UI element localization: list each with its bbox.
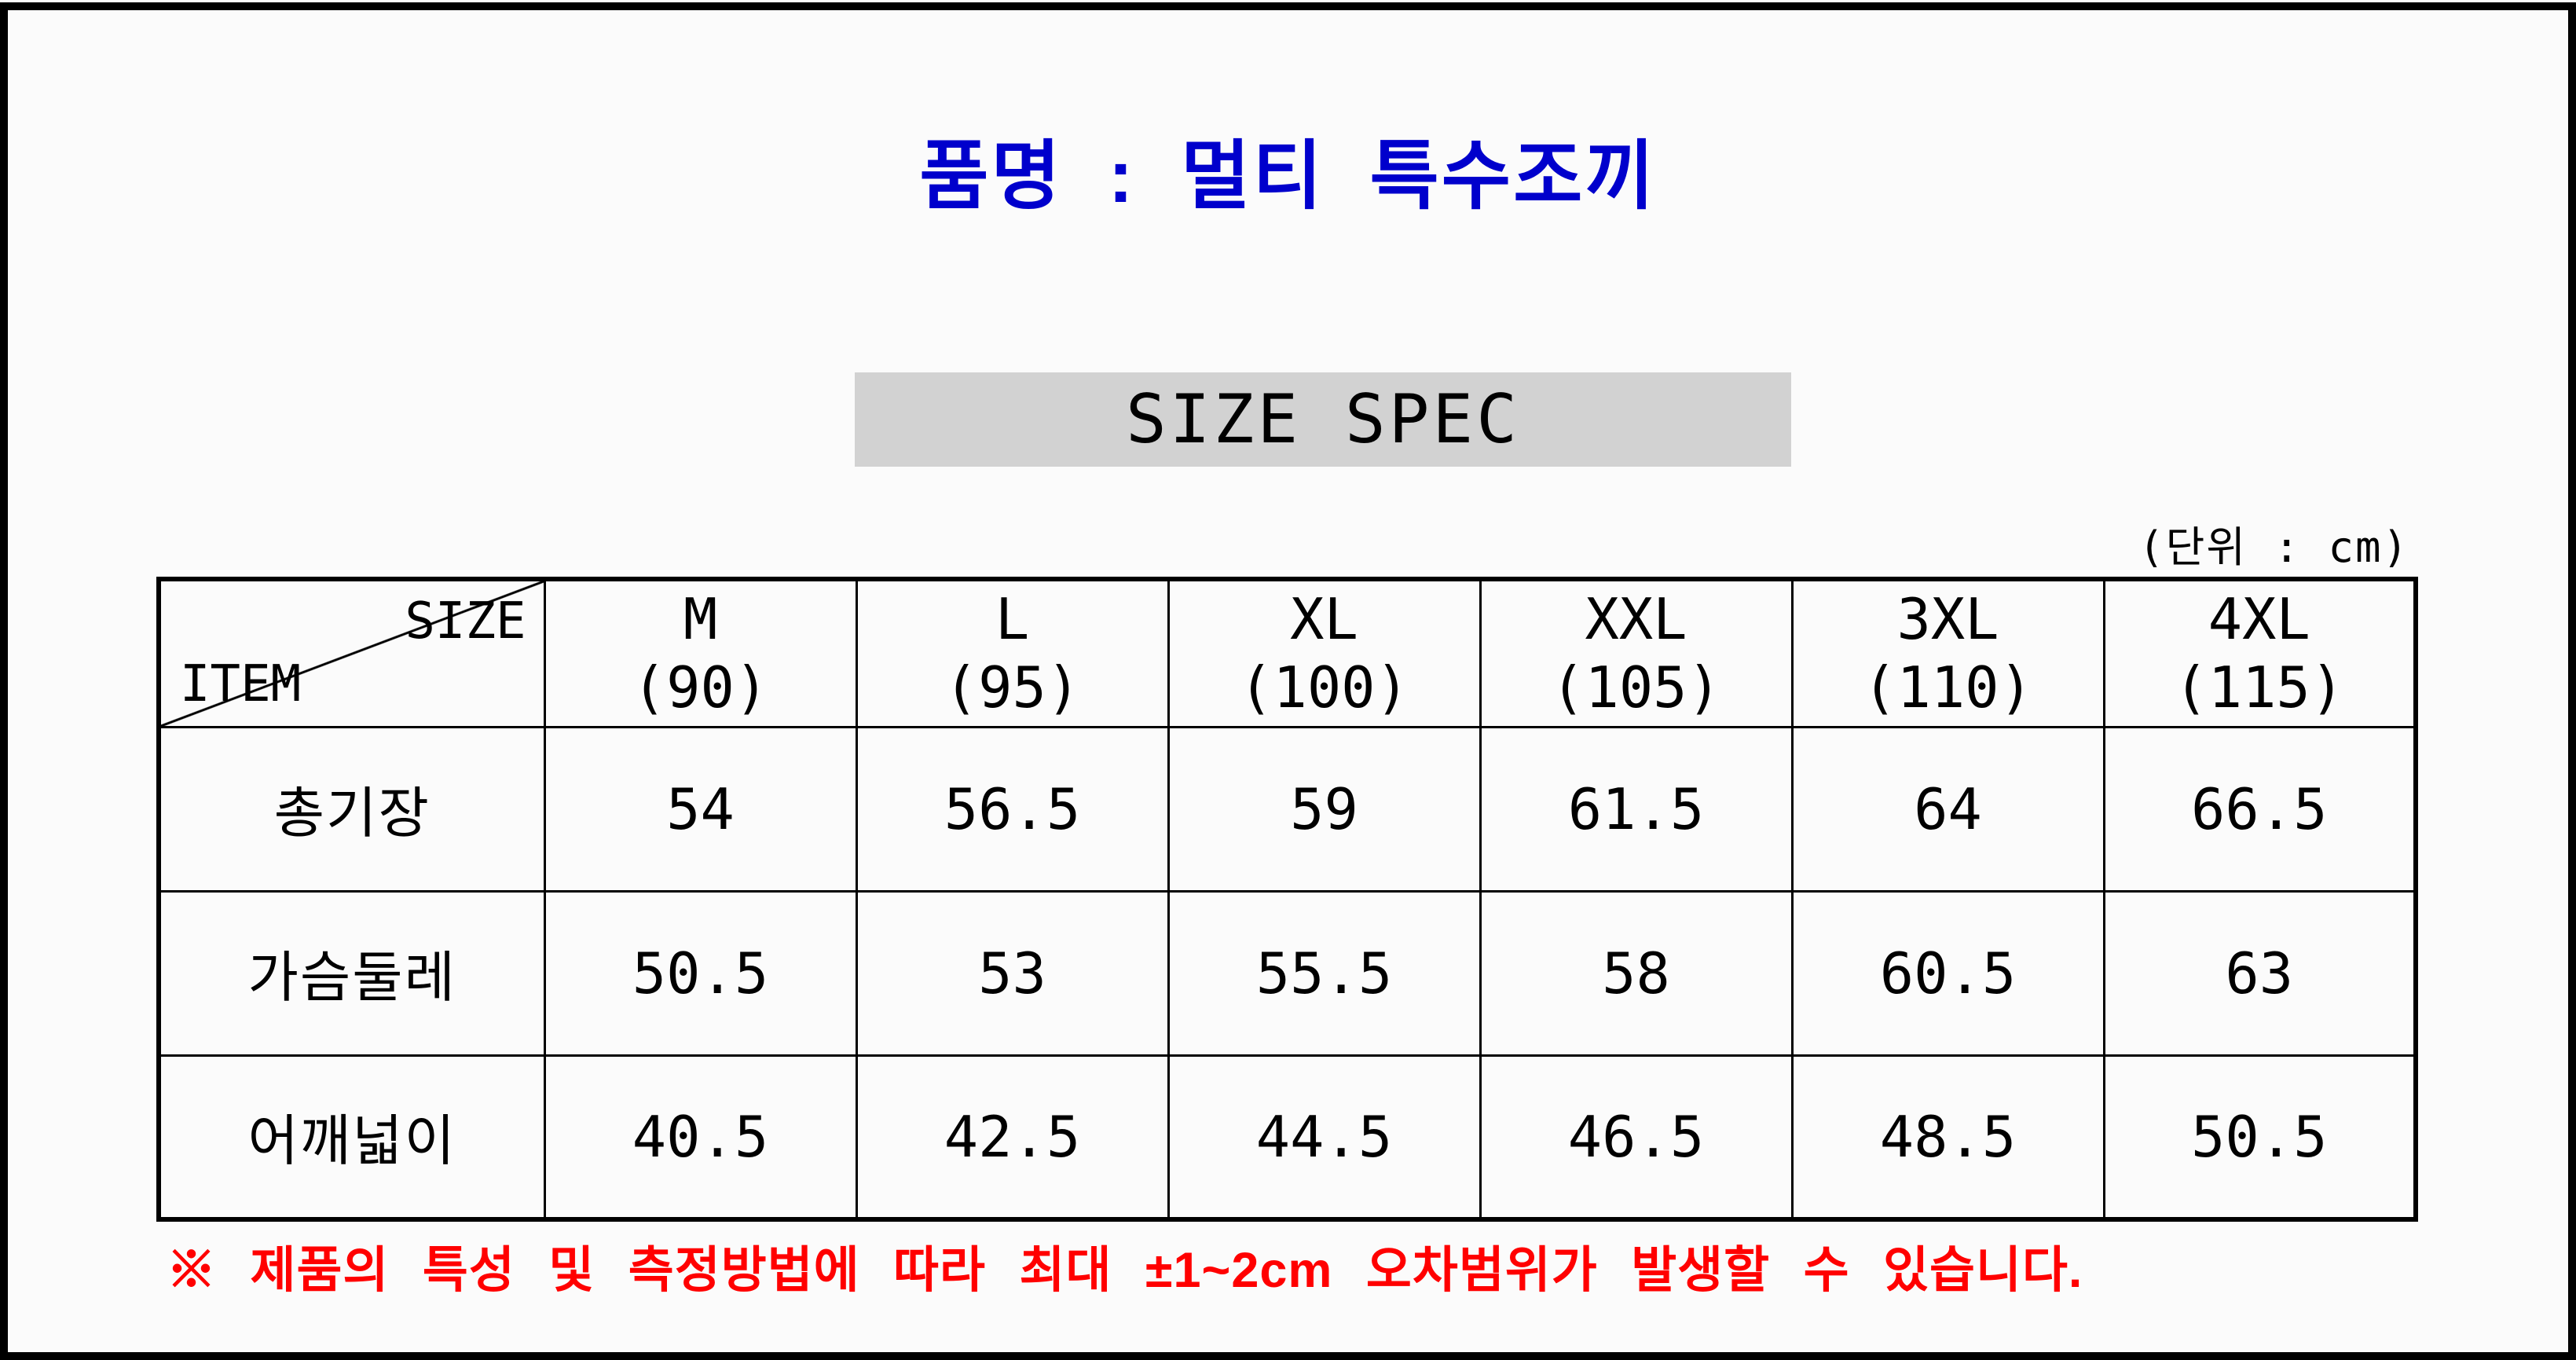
column-header-xl: XL (100) — [1167, 577, 1482, 728]
table-cell: 42.5 — [855, 1054, 1170, 1221]
table-cell: 50.5 — [543, 889, 858, 1057]
column-header-xxl: XXL (105) — [1479, 577, 1794, 728]
column-code-label: (110) — [1863, 654, 2033, 720]
table-header-row: SIZE ITEM M (90) L (95) XL (100) XXL ( — [157, 577, 2417, 728]
column-header-4xl: 4XL (115) — [2102, 577, 2417, 728]
column-header-m: M (90) — [543, 577, 858, 728]
column-size-label: 3XL — [1896, 586, 1999, 653]
size-spec-heading-box: SIZE SPEC — [855, 372, 1791, 467]
table-cell: 60.5 — [1790, 889, 2105, 1057]
column-code-label: (115) — [2174, 654, 2345, 720]
table-cell: 56.5 — [855, 725, 1170, 893]
column-size-label: L — [995, 586, 1030, 653]
unit-note: (단위 : cm) — [2138, 522, 2409, 572]
column-code-label: (90) — [632, 654, 769, 720]
table-cell: 40.5 — [543, 1054, 858, 1221]
tolerance-footnote: ※ 제품의 특성 및 측정방법에 따라 최대 ±1~2cm 오차범위가 발생할 … — [167, 1243, 2083, 1298]
table-cell: 64 — [1790, 725, 2105, 893]
table-cell: 44.5 — [1167, 1054, 1482, 1221]
table-row-total-length: 총기장 54 56.5 59 61.5 64 66.5 — [157, 725, 2417, 893]
column-code-label: (105) — [1551, 654, 1721, 720]
size-spec-table: SIZE ITEM M (90) L (95) XL (100) XXL ( — [156, 577, 2418, 1222]
table-cell: 55.5 — [1167, 889, 1482, 1057]
corner-size-label: SIZE — [405, 592, 526, 651]
column-size-label: 4XL — [2208, 586, 2310, 653]
table-cell: 50.5 — [2102, 1054, 2417, 1221]
row-item-label: 총기장 — [157, 725, 546, 893]
column-size-label: XL — [1290, 586, 1358, 653]
column-code-label: (100) — [1239, 654, 1409, 720]
row-item-label: 어깨넓이 — [157, 1054, 546, 1221]
table-cell: 48.5 — [1790, 1054, 2105, 1221]
table-cell: 61.5 — [1479, 725, 1794, 893]
table-cell: 63 — [2102, 889, 2417, 1057]
table-corner-cell: SIZE ITEM — [157, 577, 546, 728]
table-cell: 54 — [543, 725, 858, 893]
table-row-shoulder: 어깨넓이 40.5 42.5 44.5 46.5 48.5 50.5 — [157, 1054, 2417, 1221]
table-cell: 46.5 — [1479, 1054, 1794, 1221]
table-cell: 66.5 — [2102, 725, 2417, 893]
column-size-label: XXL — [1585, 586, 1687, 653]
column-code-label: (95) — [944, 654, 1081, 720]
table-cell: 53 — [855, 889, 1170, 1057]
column-size-label: M — [683, 586, 718, 653]
corner-item-label: ITEM — [180, 654, 302, 713]
table-cell: 59 — [1167, 725, 1482, 893]
size-spec-heading-label: SIZE SPEC — [1126, 380, 1520, 459]
table-row-chest: 가슴둘레 50.5 53 55.5 58 60.5 63 — [157, 889, 2417, 1057]
table-cell: 58 — [1479, 889, 1794, 1057]
row-item-label: 가슴둘레 — [157, 889, 546, 1057]
product-title: 품명 : 멀티 특수조끼 — [919, 134, 1657, 218]
column-header-l: L (95) — [855, 577, 1170, 728]
column-header-3xl: 3XL (110) — [1790, 577, 2105, 728]
